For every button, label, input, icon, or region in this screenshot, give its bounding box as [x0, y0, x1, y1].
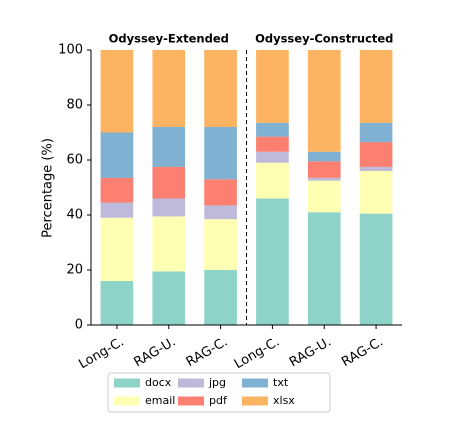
legend-label: jpg: [208, 376, 226, 389]
legend-swatch: [178, 378, 204, 388]
legend-swatch: [114, 378, 140, 388]
bar-segment: [152, 166, 186, 199]
x-tick-label: Long-C.: [232, 335, 282, 373]
legend-swatch: [242, 378, 268, 388]
bar-segment: [359, 122, 393, 143]
bar-segment: [256, 136, 289, 152]
bar-segment: [256, 151, 289, 163]
legend-label: email: [145, 394, 175, 407]
bar-segment: [307, 151, 341, 162]
legend-swatch: [242, 396, 268, 406]
bar-segment: [307, 180, 341, 213]
bar-segment: [204, 179, 237, 206]
group-label: Odyssey-Extended: [109, 32, 229, 46]
bar-segment: [100, 281, 134, 325]
legend-swatch: [178, 396, 204, 406]
bar-segment: [307, 212, 341, 325]
bar-segment: [359, 213, 393, 325]
bar-segment: [100, 132, 134, 178]
bar-segment: [256, 162, 289, 199]
group-label: Odyssey-Constructed: [255, 32, 393, 46]
bar-segment: [152, 198, 186, 217]
bar-segment: [359, 166, 393, 171]
bar-segment: [152, 216, 186, 272]
bar-segment: [204, 50, 237, 127]
bar-segment: [359, 171, 393, 214]
bar-segment: [204, 127, 237, 180]
bar-segment: [256, 198, 289, 325]
bar-segment: [152, 50, 186, 127]
bar-segment: [204, 270, 237, 325]
legend-label: pdf: [209, 394, 228, 407]
bar-segment: [307, 161, 341, 178]
bar-segment: [307, 50, 341, 152]
legend-box: [107, 372, 331, 413]
bar-segment: [359, 142, 393, 167]
y-tick-label: 100: [58, 43, 83, 58]
bar-segment: [100, 202, 134, 218]
y-tick-label: 0: [75, 318, 83, 333]
legend-swatch: [114, 396, 140, 406]
bar-segment: [100, 50, 134, 133]
x-tick-label: Long-C.: [76, 335, 126, 373]
bar-segment: [256, 50, 289, 123]
bar-segment: [256, 122, 289, 137]
y-tick-label: 60: [66, 153, 83, 168]
bar-segment: [152, 271, 186, 325]
bar-segment: [307, 177, 341, 181]
x-tick-label: RAG-U.: [132, 335, 179, 371]
bar-segment: [359, 50, 393, 123]
bar-segment: [100, 177, 134, 203]
legend-label: docx: [145, 376, 172, 389]
legend-label: txt: [273, 376, 289, 389]
bar-segment: [204, 219, 237, 270]
y-tick-label: 20: [66, 263, 83, 278]
x-tick-label: RAG-C.: [184, 335, 231, 371]
y-tick-label: 80: [66, 98, 83, 113]
y-tick-label: 40: [66, 208, 83, 223]
y-axis-label: Percentage (%): [41, 138, 56, 238]
legend-label: xlsx: [273, 394, 295, 407]
x-tick-label: RAG-U.: [287, 335, 334, 371]
bar-segment: [152, 127, 186, 167]
bar-segment: [204, 205, 237, 220]
bar-segment: [100, 217, 134, 281]
x-tick-label: RAG-C.: [339, 335, 386, 371]
